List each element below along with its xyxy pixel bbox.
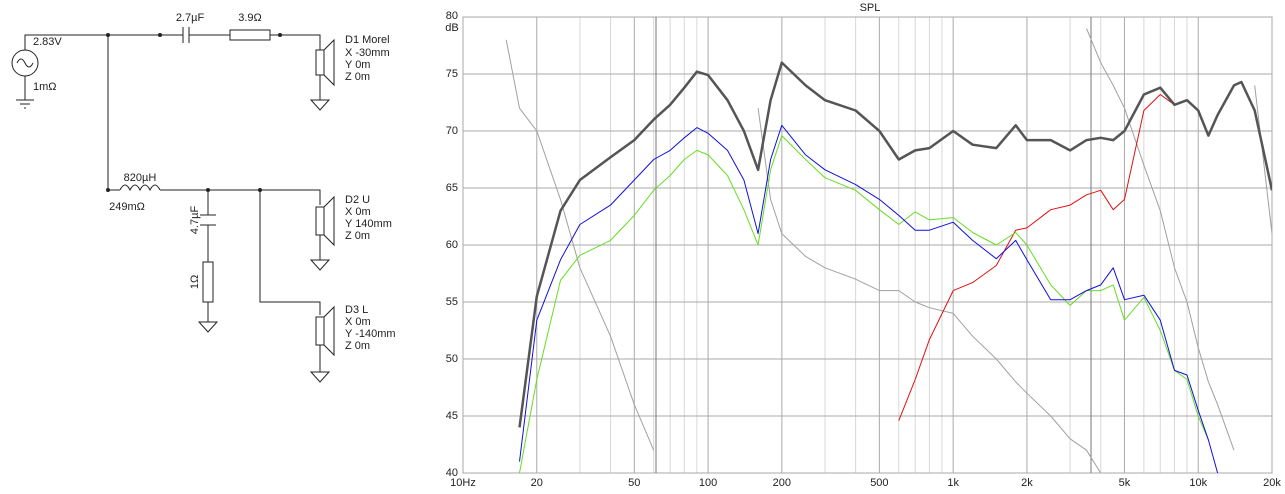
label: D3 L xyxy=(345,304,368,316)
junction xyxy=(278,33,282,37)
label: Z 0m xyxy=(345,230,370,242)
voltage-source xyxy=(11,49,39,77)
series-line xyxy=(1086,28,1272,451)
junction xyxy=(106,188,110,192)
label: X 0m xyxy=(345,206,371,218)
junction xyxy=(158,33,162,37)
series-line xyxy=(519,135,1209,473)
label: Z 0m xyxy=(345,71,370,83)
y-tick-label: 60 xyxy=(446,239,458,251)
label: 3.9Ω xyxy=(238,12,262,24)
label: 820µH xyxy=(124,172,157,184)
wire xyxy=(24,35,321,372)
series-line xyxy=(505,39,1102,473)
x-tick-label: 200 xyxy=(773,477,791,489)
x-tick-label: 100 xyxy=(699,477,717,489)
x-tick-label: 20 xyxy=(531,477,543,489)
y-tick-label: 40 xyxy=(446,467,458,479)
label: Y 140mm xyxy=(345,218,392,230)
capacitor xyxy=(200,214,216,226)
label: 4.7µF xyxy=(189,206,201,235)
y-tick-label: 45 xyxy=(446,410,458,422)
speaker xyxy=(309,195,335,271)
label: D1 Morel xyxy=(345,34,390,46)
label: D2 U xyxy=(345,194,370,206)
label: 249mΩ xyxy=(109,201,145,213)
resistor xyxy=(202,261,214,303)
x-tick-label: 20k xyxy=(1263,477,1281,489)
y-tick-label: 65 xyxy=(446,182,458,194)
series-line xyxy=(518,61,1272,428)
x-tick-label: 10k xyxy=(1189,477,1207,489)
label: 1Ω xyxy=(189,275,201,289)
schematic: 2.83V 1mΩ 2.7µF 3.9Ω 820µH 249mΩ 4.7µF 1… xyxy=(11,12,396,383)
wire xyxy=(24,34,321,100)
series-line xyxy=(519,124,1219,473)
ground xyxy=(197,321,219,333)
chart-title: SPL xyxy=(860,2,881,14)
x-tick-label: 10Hz xyxy=(450,477,476,489)
y-tick-label: 80 xyxy=(446,10,458,22)
junction xyxy=(258,188,262,192)
label: Z 0m xyxy=(345,340,370,352)
y-tick-label: 75 xyxy=(446,68,458,80)
x-tick-label: 5k xyxy=(1119,477,1131,489)
speaker xyxy=(309,305,335,383)
y-tick-label: 50 xyxy=(446,353,458,365)
y-tick-label: 70 xyxy=(446,125,458,137)
x-tick-label: 2k xyxy=(1021,477,1033,489)
label: 1mΩ xyxy=(33,81,57,93)
source-symbol xyxy=(16,58,34,68)
y-axis-label: dB xyxy=(445,22,458,34)
plot: 10Hz 20 50 100 200 500 1k 2k 5k 10k 20k 40 45 50 55 60 6… xyxy=(446,10,1282,489)
resistor xyxy=(229,29,271,41)
speaker xyxy=(309,38,335,111)
label: Y 0m xyxy=(345,59,370,71)
capacitor xyxy=(182,27,190,43)
x-tick-label: 500 xyxy=(870,477,888,489)
label: X 0m xyxy=(345,316,371,328)
x-tick-label: 1k xyxy=(947,477,959,489)
label: 2.83V xyxy=(33,36,62,48)
label: Y -140mm xyxy=(345,328,396,340)
junction xyxy=(106,33,110,37)
ground xyxy=(16,99,34,109)
x-tick-label: 50 xyxy=(628,477,640,489)
label: 2.7µF xyxy=(176,12,205,24)
inductor xyxy=(119,184,161,192)
junction xyxy=(206,188,210,192)
label: X -30mm xyxy=(345,47,390,59)
y-tick-label: 55 xyxy=(446,296,458,308)
